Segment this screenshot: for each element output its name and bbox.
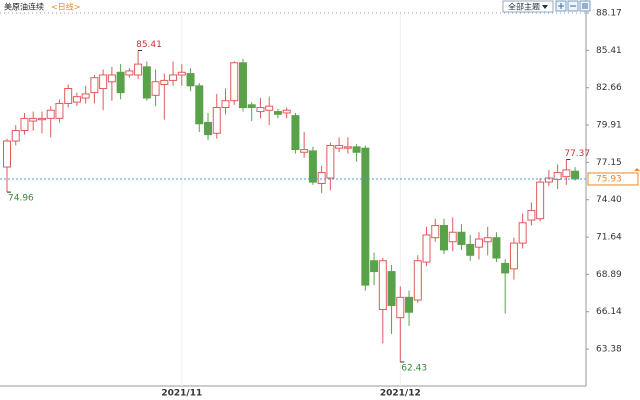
candle-body [160, 79, 169, 85]
y-tick-label: 71.64 [596, 233, 622, 243]
candle-body [317, 172, 326, 184]
candle-body [221, 100, 230, 109]
candle-body [116, 71, 125, 94]
low-label: 62.43 [401, 364, 427, 374]
x-tick-label: 2021/12 [380, 389, 421, 399]
candle-body [90, 77, 99, 94]
candle-body [169, 74, 178, 81]
candle-body [553, 172, 562, 180]
candle-body [46, 109, 55, 119]
candle-body [273, 111, 282, 115]
candle-body [11, 130, 20, 142]
candle-body [291, 115, 300, 151]
y-tick-label: 82.66 [596, 83, 622, 93]
candle-body [55, 102, 64, 119]
candle-body [536, 181, 545, 220]
candle-body [300, 149, 309, 153]
candle-body [518, 222, 527, 244]
low-label: 74.96 [8, 194, 34, 204]
candle-body [125, 70, 134, 76]
candle-body [544, 177, 553, 183]
candle-body [527, 210, 536, 221]
candle-body [230, 62, 239, 102]
y-tick-label: 77.15 [596, 158, 622, 168]
candle-body [448, 231, 457, 243]
candle-body [204, 121, 213, 136]
candle-body [238, 62, 247, 109]
period-label[interactable]: <日线> [51, 2, 80, 12]
candle-body [405, 296, 414, 313]
candle-body [440, 224, 448, 251]
last-price-arrow [634, 167, 640, 171]
y-tick-label: 63.38 [596, 345, 622, 355]
candle-body [483, 237, 492, 243]
candle-body [562, 169, 571, 178]
candle-body [378, 260, 387, 311]
candle-body [352, 146, 361, 153]
y-tick-label: 88.17 [596, 9, 622, 19]
candle-body [343, 146, 352, 149]
dropdown-arrow [542, 5, 548, 9]
candle-body [571, 170, 580, 180]
candle-body [247, 104, 256, 109]
candle-body [474, 238, 483, 248]
candle-body [370, 260, 379, 273]
candle-body [387, 271, 396, 306]
candle-body [81, 93, 90, 99]
last-price-box [587, 172, 639, 186]
candle-body [413, 260, 422, 301]
candle-body [501, 262, 510, 274]
theme-button[interactable] [502, 0, 554, 13]
candle-body [431, 224, 440, 239]
candle-body [142, 66, 151, 99]
candle-body [308, 150, 317, 183]
candle-body [361, 147, 370, 286]
y-tick-label: 74.40 [596, 195, 622, 205]
candle-body [256, 107, 265, 113]
candle-body [422, 234, 431, 263]
candle-body [29, 117, 38, 122]
theme-button-label[interactable]: 全部主题 [508, 2, 540, 12]
candle-body [134, 63, 143, 76]
high-label: 77.37 [564, 149, 590, 159]
candle-body [396, 296, 405, 319]
candle-body [466, 243, 475, 256]
y-tick-label: 66.14 [596, 307, 622, 317]
candle-body [186, 73, 195, 87]
candle-body [107, 74, 116, 83]
candle-body [20, 117, 29, 132]
candle-body [265, 105, 274, 111]
candle-body [177, 71, 186, 76]
zoom-in-glyph [558, 3, 564, 9]
candle-body [212, 107, 221, 134]
candle-body [99, 74, 108, 90]
candle-body [509, 242, 518, 270]
candle-body [37, 117, 46, 121]
candle-body [151, 81, 160, 96]
candle-body [492, 237, 501, 259]
candle-body [72, 96, 81, 103]
candle-body [457, 231, 466, 245]
y-tick-label: 79.91 [596, 121, 622, 131]
candle-body [195, 85, 204, 125]
y-tick-label: 85.41 [596, 46, 622, 56]
candle-body [335, 144, 344, 149]
x-tick-label: 2021/11 [161, 389, 202, 399]
candle-body [3, 140, 11, 168]
candle-body [282, 109, 291, 114]
y-tick-label: 68.89 [596, 270, 622, 280]
chart-title: 美原油连续 [4, 2, 44, 12]
settings-glyph [582, 3, 588, 9]
high-label: 85.41 [136, 40, 162, 50]
candle-body [64, 88, 73, 104]
last-price-label: 75.93 [596, 174, 622, 184]
candle-body [326, 144, 335, 179]
